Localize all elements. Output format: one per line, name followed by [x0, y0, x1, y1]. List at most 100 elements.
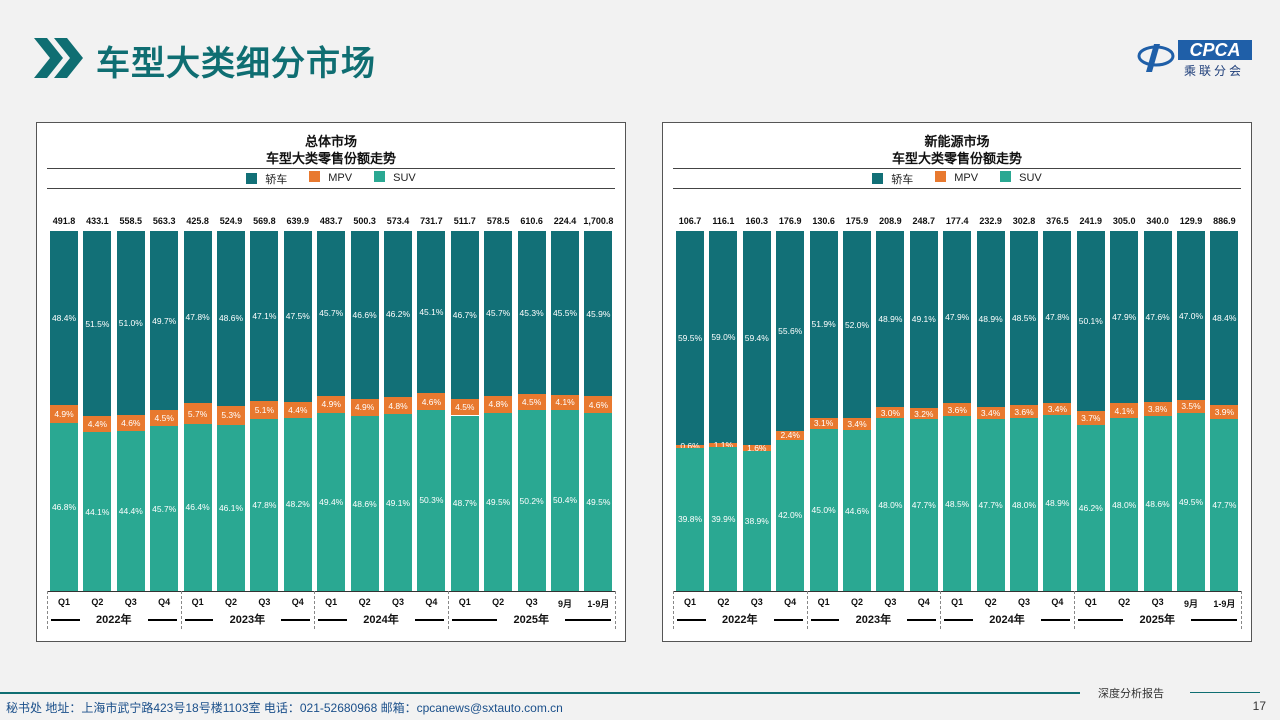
segment-label: 42.0% [778, 510, 803, 521]
title-divider [47, 168, 615, 169]
category-label: 9月 [1183, 599, 1198, 609]
category-label: Q1 [191, 597, 204, 607]
logo-cn: 乘联分会 [1184, 64, 1245, 78]
category-label: Q2 [717, 597, 730, 607]
mpv-segment: 3.9% [1210, 405, 1239, 420]
mpv-segment: 3.4% [843, 418, 871, 431]
sedan-segment: 51.9% [809, 231, 838, 418]
year-label: 2024年 [363, 614, 399, 626]
bar-total: 175.9 [845, 216, 869, 226]
page-number: 17 [1252, 699, 1266, 713]
segment-label: 47.5% [285, 311, 310, 322]
segment-label: 48.0% [1112, 499, 1137, 510]
bar-total: 376.5 [1046, 216, 1069, 226]
legend-label-mpv: MPV [954, 172, 979, 184]
segment-label: 59.4% [744, 333, 769, 344]
legend-swatch-mpv [935, 171, 947, 182]
suv-segment: 49.1% [384, 414, 412, 591]
segment-label: 51.0% [118, 317, 143, 328]
suv-segment: 44.1% [83, 432, 112, 591]
sedan-segment: 52.0% [843, 231, 871, 419]
bar-total: 248.7 [912, 216, 936, 226]
segment-label: 4.4% [288, 404, 308, 415]
mpv-segment: 4.9% [50, 405, 78, 423]
chevron-icon [34, 38, 83, 78]
mpv-segment: 4.6% [584, 396, 613, 413]
legend-label-sedan: 轿车 [891, 174, 914, 186]
year-label: 2025年 [513, 614, 550, 626]
arrow-right [907, 619, 937, 621]
segment-label: 5.1% [254, 404, 275, 415]
bar-total: 130.6 [812, 216, 835, 226]
segment-label: 45.7% [152, 503, 177, 514]
category-label: Q3 [1017, 597, 1030, 607]
suv-segment: 46.4% [183, 423, 212, 591]
sedan-segment: 45.9% [584, 231, 613, 397]
sedan-segment: 46.2% [384, 231, 412, 398]
bar-total: 886.9 [1213, 216, 1236, 226]
segment-label: 50.4% [552, 495, 578, 506]
arrow-left [677, 619, 706, 621]
legend: 轿车 MPV SUV [663, 171, 1251, 187]
category-label: Q2 [224, 597, 237, 607]
suv-segment: 48.0% [1010, 418, 1038, 591]
mpv-segment: 4.9% [317, 395, 346, 414]
mpv-segment: 3.0% [876, 407, 905, 418]
segment-label: 4.8% [388, 400, 408, 411]
bar-total: 208.9 [879, 216, 902, 226]
mpv-segment: 4.5% [150, 410, 179, 427]
category-label: Q3 [1151, 597, 1164, 607]
mpv-segment: 4.1% [551, 394, 579, 410]
sedan-segment: 47.8% [1043, 231, 1072, 403]
mpv-segment: 5.1% [250, 400, 279, 419]
segment-label: 45.9% [586, 308, 611, 319]
bar-total: 106.7 [678, 216, 702, 226]
suv-segment: 48.7% [450, 415, 479, 591]
year-separator [180, 591, 182, 629]
segment-label: 47.1% [252, 310, 277, 321]
segment-label: 44.4% [118, 506, 143, 517]
year-label: 2024年 [989, 614, 1025, 626]
segment-label: 3.6% [1014, 406, 1034, 417]
year-separator [806, 591, 808, 629]
segment-label: 49.5% [586, 496, 611, 507]
category-label: Q3 [750, 597, 763, 607]
bar-total: 511.7 [453, 216, 476, 226]
arrow-left [1077, 619, 1124, 621]
segment-label: 48.6% [1145, 498, 1170, 509]
footer-divider [0, 692, 1080, 694]
category-label: Q3 [391, 597, 404, 607]
category-label: Q3 [884, 597, 897, 607]
segment-label: 4.1% [555, 397, 575, 408]
segment-label: 4.4% [87, 419, 108, 430]
suv-segment: 49.5% [584, 412, 613, 591]
segment-label: 3.1% [813, 418, 834, 429]
bar-total: 558.5 [119, 216, 143, 226]
segment-label: 48.6% [352, 498, 377, 509]
bar-total: 433.1 [86, 216, 109, 226]
chart-subtitle: 车型大类零售份额走势 [265, 151, 396, 166]
suv-segment: 44.6% [843, 430, 871, 591]
suv-segment: 42.0% [776, 439, 805, 591]
mpv-segment: 3.7% [1076, 411, 1105, 425]
legend-item-sedan: 轿车 [872, 171, 913, 187]
year-separator [314, 591, 316, 629]
segment-label: 48.7% [452, 498, 477, 509]
segment-label: 3.7% [1081, 413, 1101, 424]
suv-segment: 49.5% [484, 412, 513, 591]
category-label: Q1 [458, 597, 471, 607]
sedan-segment: 45.3% [517, 231, 546, 395]
bar-total: 340.0 [1146, 216, 1169, 226]
year-separator [1073, 591, 1075, 629]
segment-label: 47.8% [252, 499, 277, 510]
mpv-segment: 4.4% [283, 401, 312, 418]
footer-contact: 秘书处 地址：上海市武宁路423号18号楼1103室 电话：021-526809… [6, 701, 563, 715]
suv-segment: 48.9% [1043, 415, 1072, 591]
bar-total: 241.9 [1079, 216, 1103, 226]
category-label: Q2 [850, 597, 863, 607]
bar-total: 500.3 [353, 216, 376, 226]
segment-label: 46.2% [1078, 502, 1103, 513]
mpv-segment: 1.6% [742, 443, 771, 453]
arrow-left [51, 619, 80, 621]
segment-label: 4.9% [54, 408, 74, 419]
